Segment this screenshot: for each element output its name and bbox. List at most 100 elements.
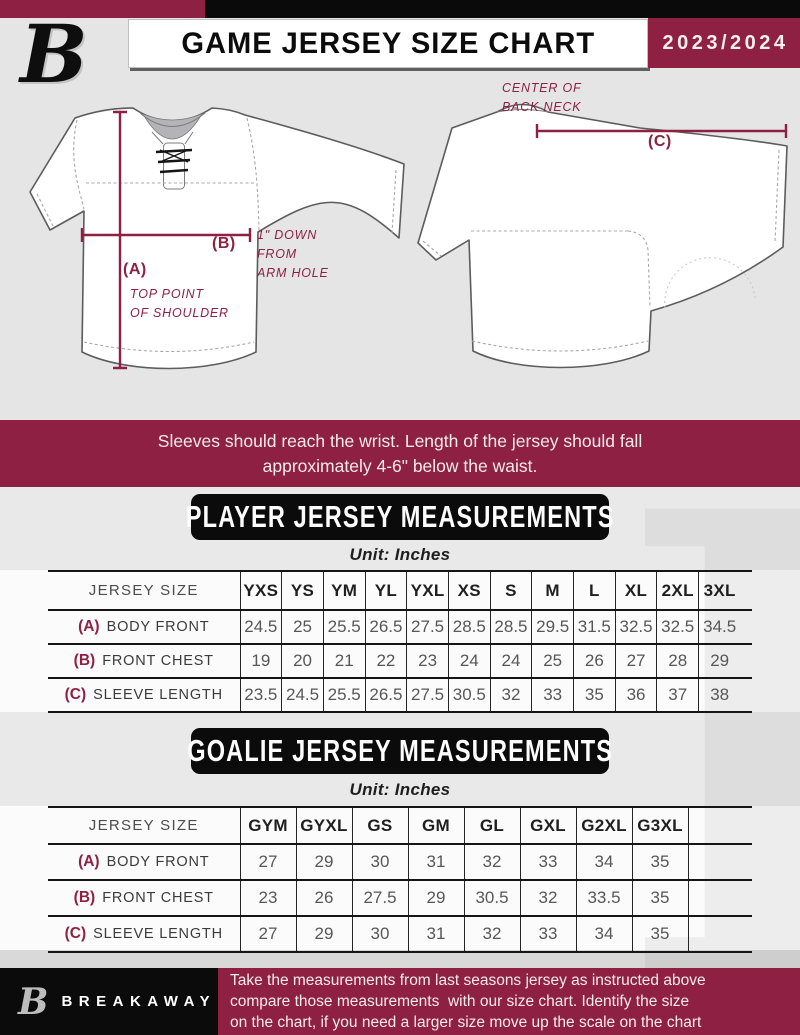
table-cell: 35 [573,677,616,713]
table-cell: 31 [407,843,464,880]
table-filler [687,806,752,844]
column-header: YL [364,570,407,610]
table-cell: 24 [447,643,491,678]
column-header: GYXL [295,806,352,844]
column-header: GL [463,806,520,844]
table-filler [687,915,752,953]
season-label: 2023/2024 [662,31,789,54]
table-cell: 19 [239,643,282,678]
table-cell: 30 [351,915,408,953]
table-cell: 27.5 [351,879,408,916]
page-title: GAME JERSEY SIZE CHART [181,26,595,60]
breakaway-footer-logo-icon: B [18,980,49,1023]
column-header: GYM [239,806,296,844]
title-box: GAME JERSEY SIZE CHART [128,19,648,68]
column-header: L [573,570,616,610]
table-cell: 32 [519,879,576,916]
top-accent-bar-black [205,0,800,18]
table-cell: 30.5 [463,879,520,916]
table-cell: 27.5 [406,677,449,713]
arm-hole-note: 1" DOWN FROM ARM HOLE [257,228,329,280]
footer-brand-block: B BREAKAWAY [0,968,218,1035]
table-cell: 32.5 [656,609,699,644]
goalie-size-table: JERSEY SIZE GYM GYXL GS GM GL GXL G2XL G… [48,806,752,953]
breakaway-logo-icon: B [20,7,88,101]
footer-instruction-line: compare those measurements with our size… [230,993,690,1010]
column-header: 2XL [656,570,699,610]
table-cell: 31 [407,915,464,953]
table-cell: 26.5 [364,677,407,713]
center-back-neck-note: CENTER OF BACK NECK [502,81,582,114]
goalie-section-heading: GOALIE JERSEY MEASUREMENTS [187,728,612,774]
table-cell: 33 [531,677,574,713]
measurement-key-c: (C) [648,133,672,150]
table-cell: 28 [656,643,699,678]
column-header: GM [407,806,464,844]
column-header: XS [447,570,491,610]
jersey-size-header: JERSEY SIZE [48,570,240,610]
table-filler [687,843,752,880]
top-point-shoulder-note: TOP POINT OF SHOULDER [130,287,229,320]
table-cell: 35 [631,879,688,916]
table-cell: 27.5 [406,609,449,644]
table-cell: 29 [698,643,741,678]
fit-note-line: approximately 4-6" below the waist. [262,455,538,476]
measurement-key-a: (A) [123,261,147,278]
table-cell: 24 [489,643,532,678]
player-section-heading: PLAYER JERSEY MEASUREMENTS [186,494,613,540]
table-cell: 25.5 [322,609,366,644]
column-header: G3XL [631,806,688,844]
row-label: (B) FRONT CHEST [48,879,240,916]
table-cell: 23.5 [239,677,282,713]
table-cell: 26 [295,879,352,916]
table-cell: 28.5 [489,609,532,644]
background-band [0,950,800,968]
back-jersey-drawing [417,103,788,369]
column-header: GS [351,806,408,844]
table-filler [740,677,753,713]
table-cell: 29 [407,879,464,916]
row-label: (A) BODY FRONT [48,843,240,880]
table-cell: 23 [406,643,449,678]
table-cell: 32 [463,843,520,880]
fit-note-line: Sleeves should reach the wrist. Length o… [157,430,643,451]
footer-instruction-line: Take the measurements from last seasons … [230,972,706,989]
table-cell: 22 [364,643,407,678]
table-cell: 24.5 [281,677,324,713]
column-header: YS [281,570,324,610]
jersey-size-header: JERSEY SIZE [48,806,240,844]
column-header: GXL [519,806,576,844]
row-label: (A) BODY FRONT [48,609,240,644]
measurement-key-b: (B) [212,235,236,252]
column-header: S [489,570,532,610]
column-header: M [531,570,574,610]
column-header: YXS [239,570,282,610]
table-cell: 34.5 [698,609,741,644]
table-cell: 21 [322,643,366,678]
footer-instruction-line: on the chart, if you need a larger size … [230,1014,702,1031]
table-cell: 20 [281,643,324,678]
top-accent-bar-maroon [0,0,205,18]
table-cell: 29 [295,843,352,880]
player-unit-label: Unit: Inches [349,545,451,564]
table-filler [687,879,752,916]
fit-note-banner: Sleeves should reach the wrist. Length o… [0,420,800,487]
table-cell: 25 [281,609,324,644]
measurement-lines [80,110,788,370]
table-cell: 34 [575,843,632,880]
goalie-unit-label: Unit: Inches [349,780,451,799]
table-cell: 32 [489,677,532,713]
table-cell: 28.5 [447,609,491,644]
column-header: YXL [406,570,449,610]
table-filler [740,643,753,678]
table-cell: 38 [698,677,741,713]
table-cell: 27 [239,915,296,953]
table-cell: 34 [575,915,632,953]
table-cell: 27 [614,643,657,678]
table-cell: 32.5 [614,609,657,644]
column-header: 3XL [698,570,741,610]
row-label: (C) SLEEVE LENGTH [48,915,240,953]
table-cell: 26 [573,643,616,678]
table-filler [740,570,753,610]
season-badge: 2023/2024 [648,18,800,68]
